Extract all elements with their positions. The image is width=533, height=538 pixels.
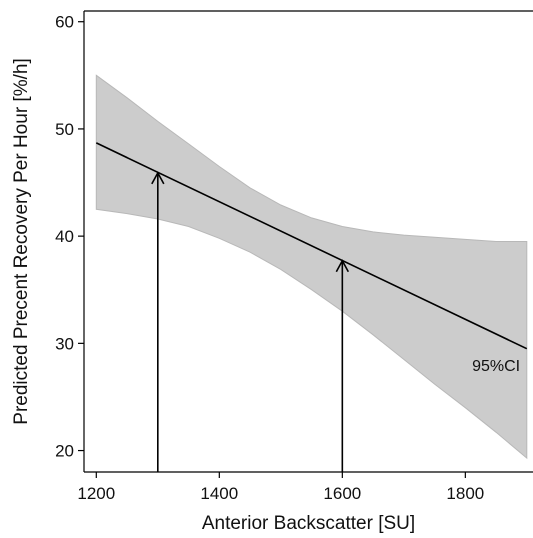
regression-line-0 [95, 142, 528, 350]
y-tick-label-20: 20 [55, 442, 74, 461]
annotation-arrow-2 [335, 259, 350, 472]
x-tick-label-1600: 1600 [323, 484, 361, 503]
y-tick-label-40: 40 [55, 227, 74, 246]
ci-annotation-label: 95%CI [472, 358, 520, 375]
y-tick-label-30: 30 [55, 334, 74, 353]
annotation-arrow-head [151, 171, 165, 185]
x-tick-label-1200: 1200 [77, 484, 115, 503]
x-tick-label-1800: 1800 [446, 484, 484, 503]
y-tick-label-50: 50 [55, 120, 74, 139]
x-axis-title: Anterior Backscatter [SU] [202, 513, 415, 533]
y-tick-label-60: 60 [55, 13, 74, 32]
x-tick-label-1400: 1400 [200, 484, 238, 503]
y-axis-title: Predicted Precent Recovery Per Hour [%/h… [11, 58, 32, 424]
confidence-band [95, 74, 528, 460]
annotation-arrow-head [335, 259, 350, 273]
annotation-arrow-1 [151, 171, 165, 472]
